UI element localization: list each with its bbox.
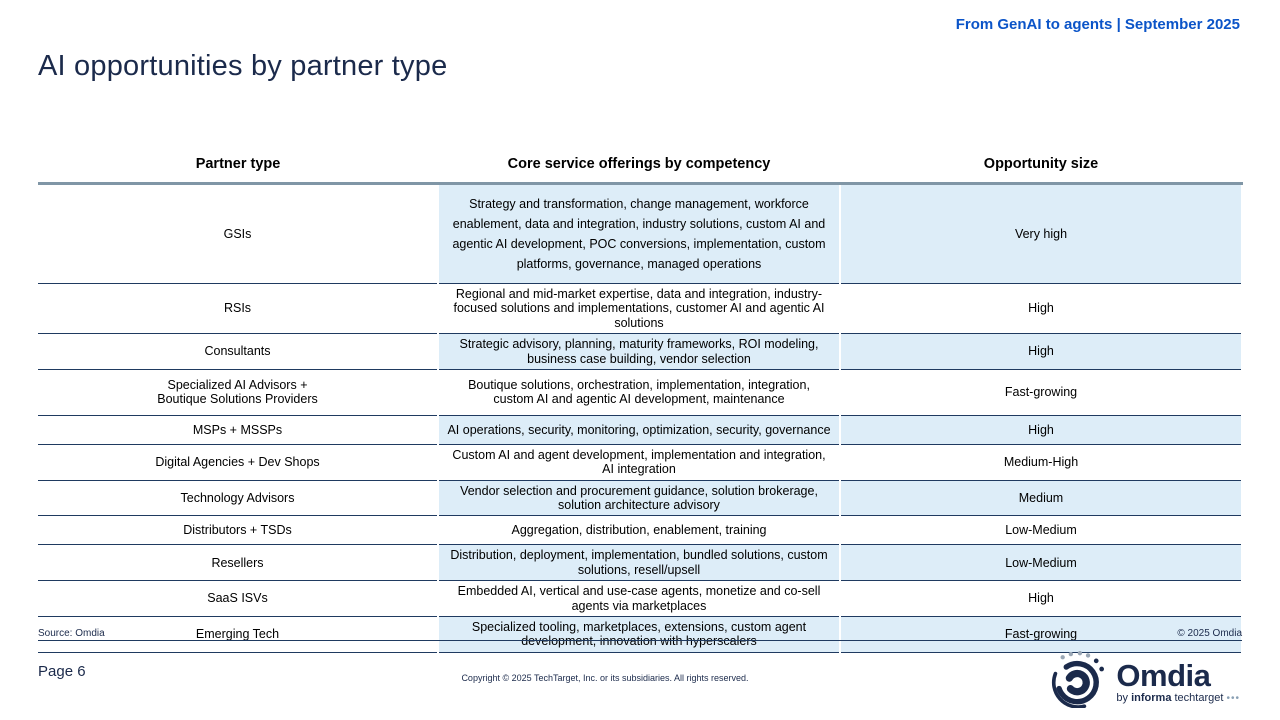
source-label: Source: Omdia — [38, 628, 105, 639]
cell-core-services: Strategic advisory, planning, maturity f… — [437, 333, 841, 370]
cell-core-services: Custom AI and agent development, impleme… — [437, 443, 841, 481]
cell-opportunity-size: High — [839, 414, 1243, 445]
omdia-logo: Omdia by informa techtarget ••• — [1050, 650, 1240, 713]
table-row: Consultants Strategic advisory, planning,… — [38, 333, 1243, 370]
cell-partner-type: Specialized AI Advisors + Boutique Solut… — [38, 368, 438, 416]
table-row: Technology Advisors Vendor selection and … — [38, 479, 1243, 516]
col-header-partner-type: Partner type — [38, 148, 438, 185]
cell-core-services: Boutique solutions, orchestration, imple… — [437, 368, 841, 416]
cell-opportunity-size: High — [839, 580, 1243, 617]
table-row: Specialized AI Advisors + Boutique Solut… — [38, 368, 1243, 416]
cell-opportunity-size: Low-Medium — [839, 544, 1243, 581]
table-row: MSPs + MSSPs AI operations, security, mon… — [38, 414, 1243, 445]
cell-partner-type: Consultants — [38, 333, 438, 370]
cell-core-services: Distribution, deployment, implementation… — [437, 544, 841, 581]
page-title: AI opportunities by partner type — [38, 50, 448, 82]
cell-core-services: Embedded AI, vertical and use-case agent… — [437, 580, 841, 617]
omdia-wordmark: Omdia — [1116, 657, 1211, 693]
cell-opportunity-size: Low-Medium — [839, 515, 1243, 545]
cell-core-services: AI operations, security, monitoring, opt… — [437, 414, 841, 445]
table-row: Emerging Tech Specialized tooling, market… — [38, 615, 1243, 653]
cell-opportunity-size: Medium-High — [839, 443, 1243, 481]
omdia-logo-text: Omdia by informa techtarget ••• — [1116, 660, 1240, 704]
cell-partner-type: Digital Agencies + Dev Shops — [38, 443, 438, 481]
table-body: GSIs Strategy and transformation, change … — [38, 183, 1243, 653]
cell-partner-type: SaaS ISVs — [38, 580, 438, 617]
cell-core-services: Aggregation, distribution, enablement, t… — [437, 515, 841, 545]
col-header-opportunity-size: Opportunity size — [840, 148, 1242, 185]
cell-partner-type: Distributors + TSDs — [38, 515, 438, 545]
cell-partner-type: Resellers — [38, 544, 438, 581]
report-title: From GenAI to agents | September 2025 — [955, 16, 1240, 33]
table-row: GSIs Strategy and transformation, change … — [38, 183, 1243, 284]
table-row: SaaS ISVs Embedded AI, vertical and use-c… — [38, 580, 1243, 617]
cell-partner-type: RSIs — [38, 282, 438, 334]
cell-partner-type: MSPs + MSSPs — [38, 414, 438, 445]
cell-partner-type: GSIs — [223, 226, 252, 241]
col-header-core-services: Core service offerings by competency — [438, 148, 840, 185]
page-number: Page 6 — [38, 663, 86, 680]
cell-opportunity-size: Medium — [839, 479, 1243, 516]
copyright-omdia: © 2025 Omdia — [1177, 628, 1242, 639]
cell-opportunity-size: Fast-growing — [839, 368, 1243, 416]
cell-core-services: Strategy and transformation, change mana… — [437, 183, 841, 284]
tagline-dots: ••• — [1226, 692, 1240, 704]
cell-opportunity-size: High — [839, 282, 1243, 334]
table-row: Distributors + TSDs Aggregation, distribu… — [38, 515, 1243, 545]
table-row: Digital Agencies + Dev Shops Custom AI an… — [38, 443, 1243, 481]
table-row: RSIs Regional and mid-market expertise, d… — [38, 282, 1243, 334]
copyright-notice: Copyright © 2025 TechTarget, Inc. or its… — [461, 673, 749, 683]
cell-opportunity-size: Very high — [839, 183, 1243, 284]
cell-core-services: Specialized tooling, marketplaces, exten… — [437, 615, 841, 653]
table-header: Partner type Core service offerings by c… — [38, 148, 1242, 185]
header-row: Partner type Core service offerings by c… — [38, 148, 1242, 185]
partner-table: Partner type Core service offerings by c… — [38, 148, 1243, 653]
table-row: Resellers Distribution, deployment, imple… — [38, 544, 1243, 581]
cell-partner-type: Emerging Tech — [38, 615, 438, 653]
opportunities-table: Partner type Core service offerings by c… — [38, 148, 1243, 653]
cell-core-services: Regional and mid-market expertise, data … — [437, 282, 841, 334]
omdia-logo-icon — [1050, 650, 1108, 713]
cell-opportunity-size: High — [839, 333, 1243, 370]
cell-core-services: Vendor selection and procurement guidanc… — [437, 479, 841, 516]
cell-partner-type: Technology Advisors — [38, 479, 438, 516]
omdia-tagline: by informa techtarget ••• — [1116, 691, 1240, 704]
source-row: Source: Omdia © 2025 Omdia — [38, 626, 1242, 641]
cell-opportunity-size: Fast-growing — [839, 615, 1243, 653]
